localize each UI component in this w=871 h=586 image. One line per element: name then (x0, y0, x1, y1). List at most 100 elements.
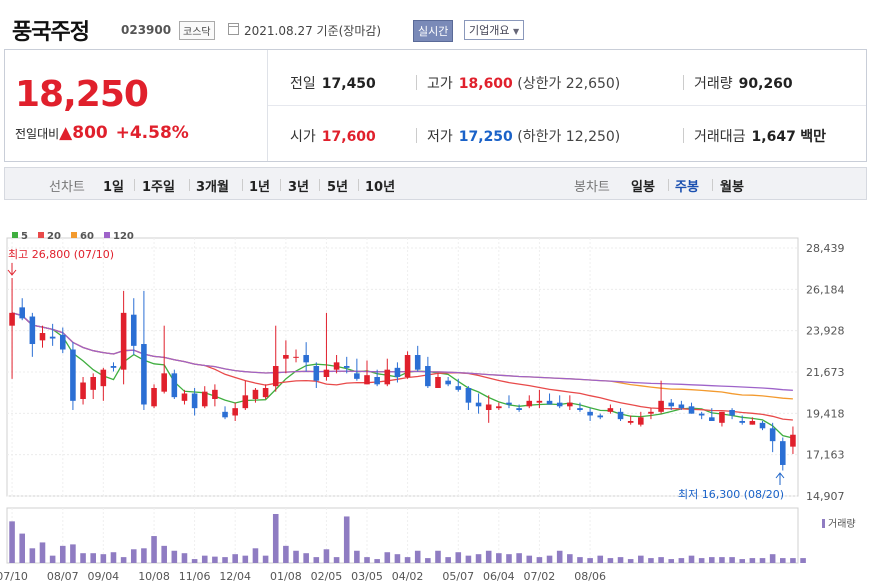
stock-name: 풍국주정 (12, 20, 90, 45)
volume-bar (70, 544, 76, 563)
volume-bar (749, 558, 756, 563)
candle (201, 391, 208, 407)
volume-bar (354, 550, 360, 563)
max-price-label: 최고 26,800 (07/10) (8, 248, 114, 261)
x-tick-label: 07/10 (0, 570, 28, 583)
volume-bar (181, 553, 188, 563)
candle (556, 402, 563, 407)
change-percent: +4.58% (115, 123, 189, 143)
candle (587, 411, 593, 416)
quote-date: 2021.08.27 기준(장마감) (244, 24, 382, 38)
x-tick-label: 10/08 (138, 570, 170, 583)
volume-bar (333, 557, 340, 563)
candle (485, 404, 492, 410)
tab-1d[interactable]: 1일 (103, 180, 125, 195)
candle (29, 316, 36, 345)
volume-bar (638, 555, 644, 563)
candle (222, 411, 228, 418)
candle (323, 369, 330, 378)
volume-bar (759, 558, 766, 563)
volume-plot-frame (6, 507, 799, 564)
candle (759, 422, 766, 429)
candle (536, 400, 543, 403)
volume-bar (343, 516, 350, 563)
tab-monthly[interactable]: 월봉 (720, 180, 744, 195)
company-overview-dropdown[interactable]: 기업개요 ▼ (464, 20, 525, 40)
candle (597, 415, 604, 418)
tab-5y[interactable]: 5년 (327, 180, 349, 195)
tab-weekly[interactable]: 주봉 (675, 180, 699, 195)
tab-3y[interactable]: 3년 (288, 180, 310, 195)
candle (333, 362, 340, 370)
candle (668, 402, 675, 407)
volume-bar (232, 554, 238, 563)
candle (80, 382, 86, 399)
change-label: 전일대비 (15, 127, 60, 141)
candle (151, 387, 157, 407)
candle (100, 369, 107, 387)
candle (688, 406, 695, 414)
x-tick-label: 08/06 (574, 570, 606, 583)
legend-label-120: 120 (113, 231, 134, 242)
tab-10y[interactable]: 10년 (365, 180, 396, 195)
x-tick-label: 09/04 (87, 570, 119, 583)
candle (729, 409, 735, 416)
volume-bar (536, 557, 543, 563)
tab-3m[interactable]: 3개월 (196, 180, 229, 195)
candle (739, 420, 746, 423)
candle (749, 420, 756, 425)
candle (526, 400, 533, 407)
tab-1y[interactable]: 1년 (249, 180, 271, 195)
candle (404, 355, 411, 378)
candle (506, 402, 512, 405)
open-price: 시가 17,600 (290, 129, 376, 145)
candle (496, 406, 502, 409)
volume-bar (9, 521, 15, 563)
volume-bar (80, 553, 86, 563)
volume-bar (668, 559, 675, 563)
volume-bar (617, 557, 624, 563)
volume-bar (425, 558, 431, 563)
volume-bar (414, 550, 421, 563)
candle (242, 395, 249, 409)
candle (567, 402, 573, 407)
volume-bar (790, 558, 796, 563)
quote-box: 18,250 전일대비▲800 +4.58% 전일 17,450 고가 18,600… (4, 49, 867, 162)
candle (475, 402, 482, 407)
candle (303, 355, 309, 363)
volume-bar (110, 552, 117, 563)
x-tick-label: 11/06 (179, 570, 211, 583)
volume-legend-label: 거래량 (828, 518, 856, 530)
candle (120, 312, 127, 370)
candle (110, 366, 117, 368)
volume-bar (120, 557, 127, 563)
volume-bar (455, 552, 462, 563)
candle (49, 336, 56, 339)
x-tick-label: 06/04 (483, 570, 515, 583)
candle (698, 413, 705, 416)
candle (212, 389, 218, 399)
y-tick-label: 23,928 (806, 325, 845, 338)
tab-daily[interactable]: 일봉 (631, 180, 655, 195)
candle (658, 400, 664, 412)
volume-bar (272, 514, 279, 563)
volume-bar (141, 548, 147, 563)
legend-swatch-120 (104, 232, 110, 238)
calendar-icon (228, 23, 239, 35)
candle (252, 389, 259, 399)
min-arrow-icon (775, 472, 785, 485)
market-badge: 코스닥 (179, 21, 215, 40)
tab-1w[interactable]: 1주일 (142, 180, 175, 195)
candle (364, 375, 370, 385)
price-change: 전일대비▲800 +4.58% (15, 123, 189, 143)
y-tick-label: 28,439 (806, 242, 845, 255)
candle (779, 441, 786, 465)
price-plot-frame (6, 237, 799, 497)
volume-bar (496, 553, 502, 563)
stock-code: 023900 (121, 23, 172, 37)
realtime-button[interactable]: 실시간 (413, 20, 454, 42)
candle (455, 386, 462, 390)
volume-bar (283, 545, 289, 563)
volume-bar (252, 548, 259, 563)
